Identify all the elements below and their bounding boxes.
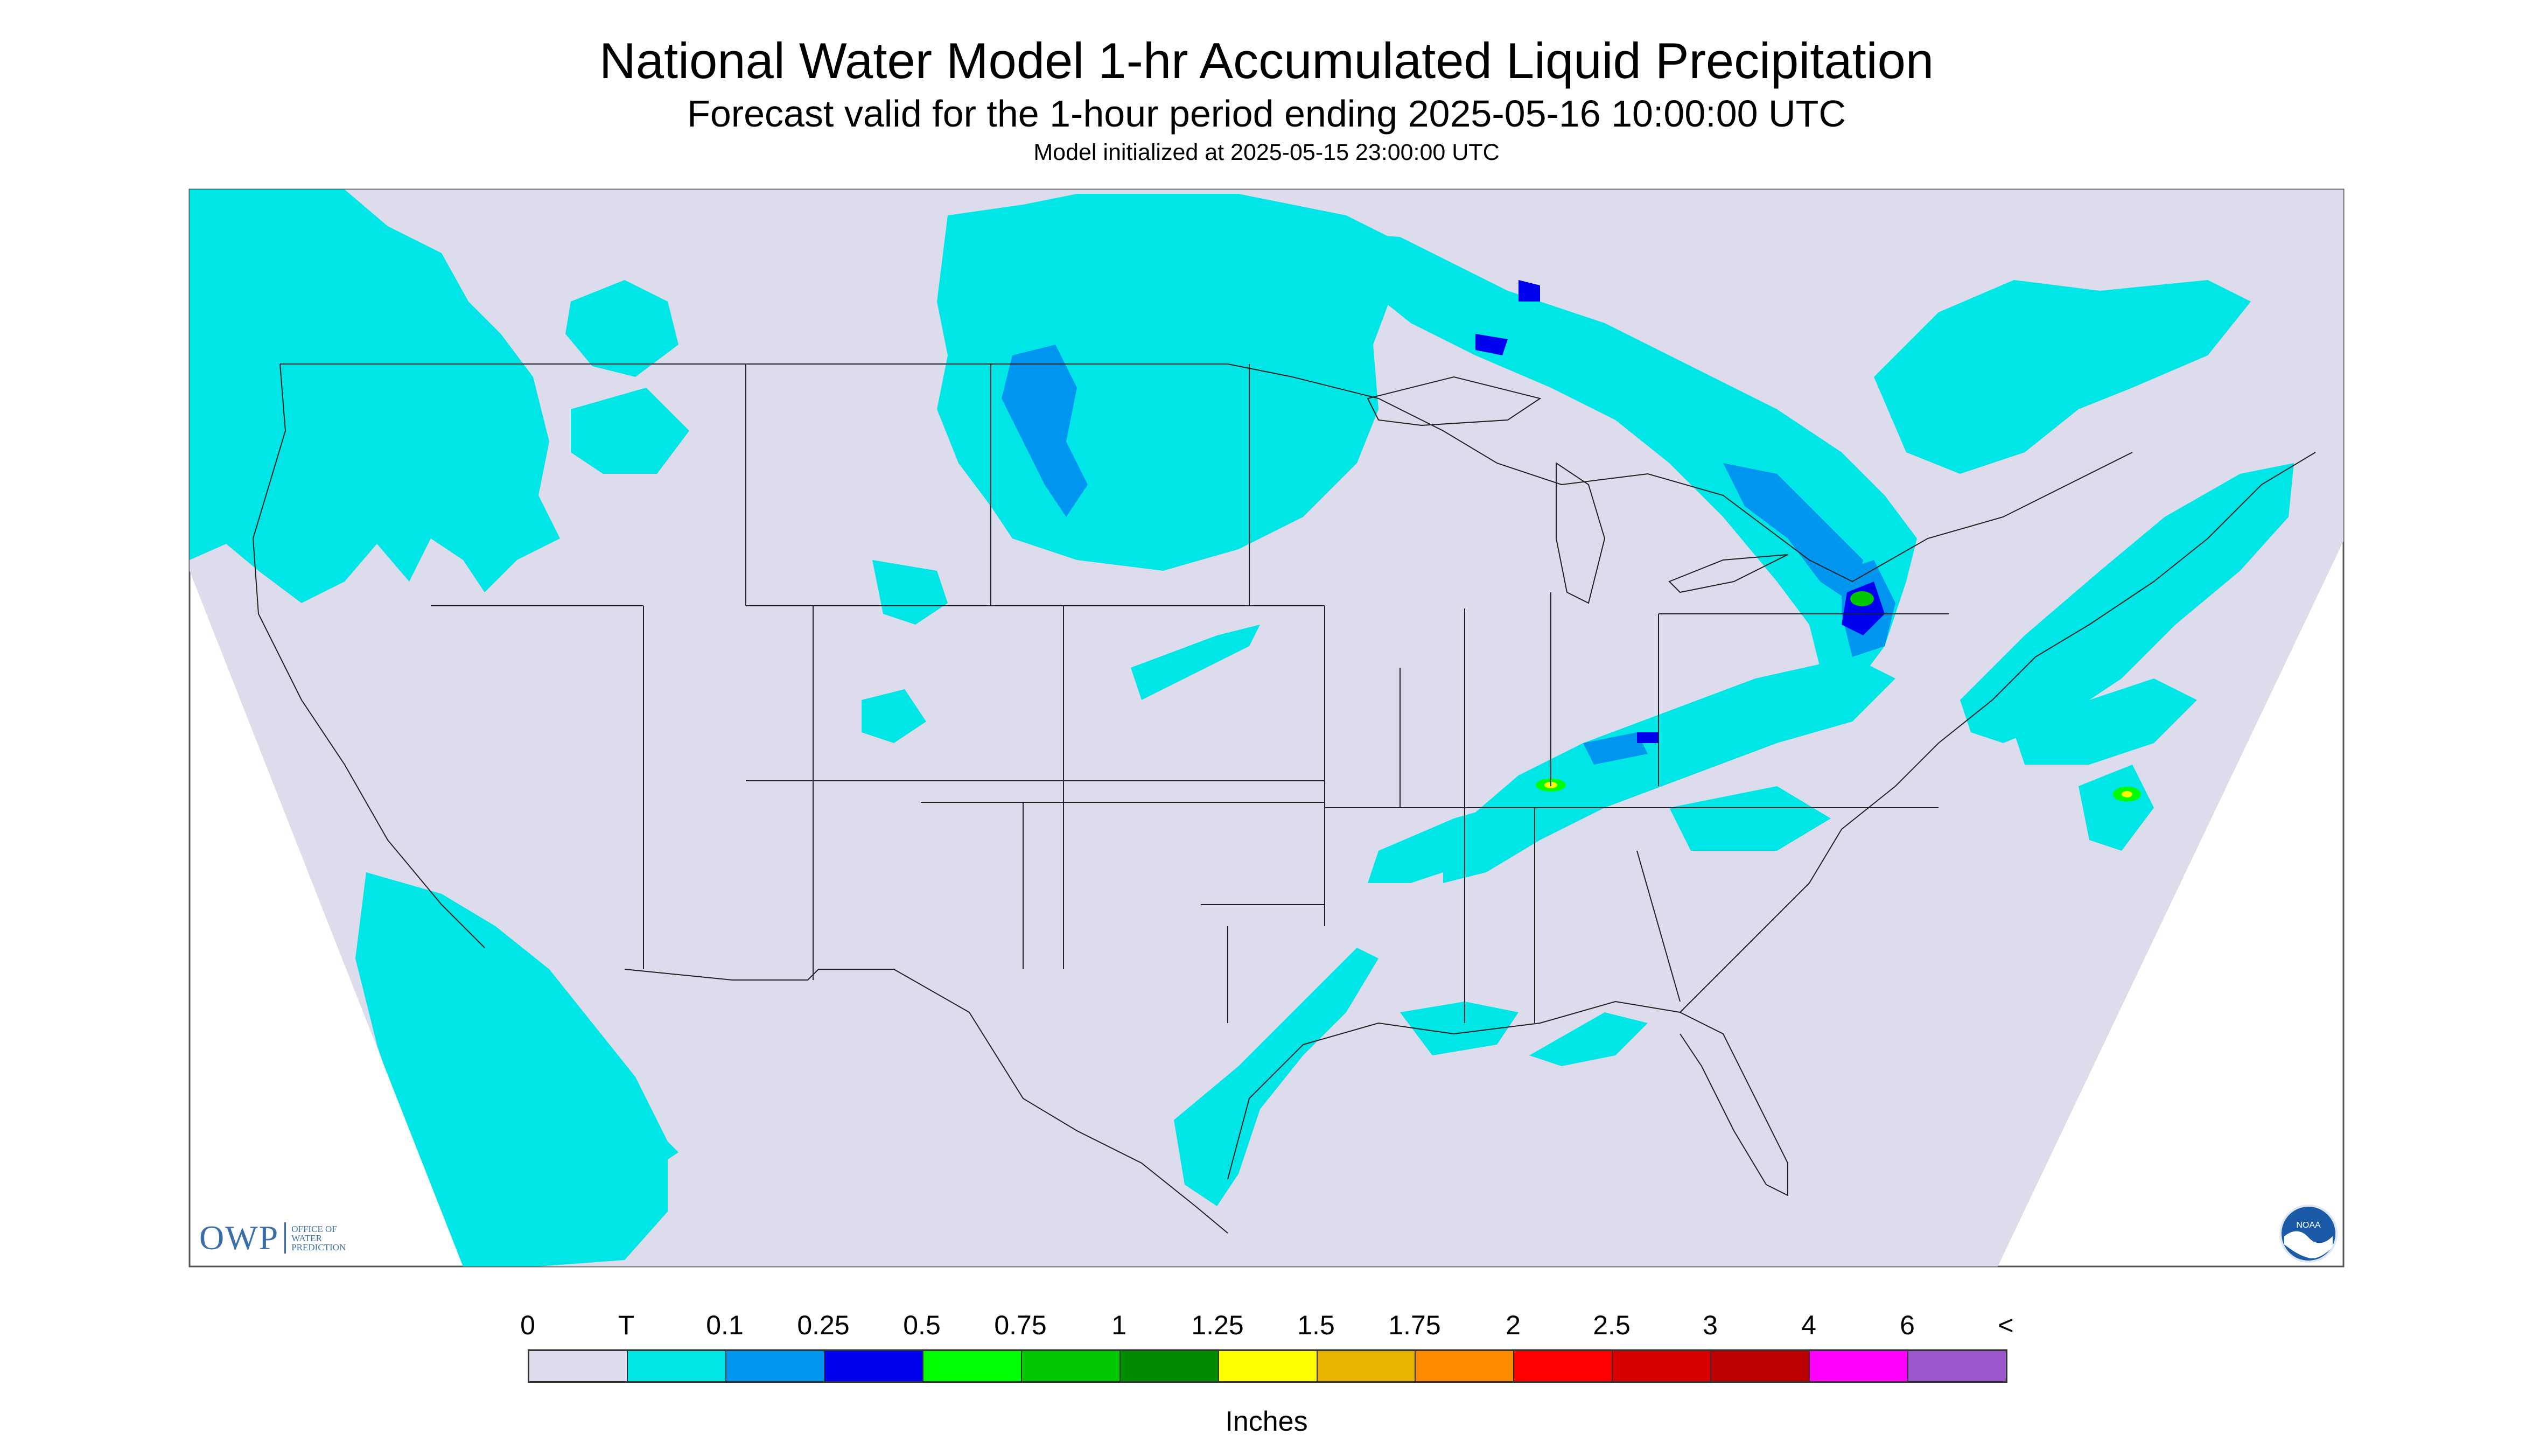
owp-logo: OWP Office of Water Prediction <box>199 1218 346 1258</box>
legend-label: 0.25 <box>797 1310 850 1340</box>
legend-label: 0.1 <box>706 1310 744 1340</box>
legend-swatch <box>1711 1351 1810 1381</box>
legend-label: 0.75 <box>994 1310 1047 1340</box>
state-line-18 <box>1636 850 1681 1002</box>
precip-area-tennessee <box>1368 797 1540 883</box>
legend-label: 0 <box>520 1310 535 1340</box>
precip-cell-offshore-core <box>2122 791 2132 797</box>
map-subtitle: Forecast valid for the 1-hour period end… <box>687 93 1846 135</box>
legend-swatch <box>529 1351 628 1381</box>
legend-swatch <box>1810 1351 1909 1381</box>
precip-area-montana <box>565 280 678 377</box>
noaa-logo: NOAA <box>2279 1205 2338 1263</box>
legend-label: 1.75 <box>1388 1310 1441 1340</box>
precip-area-ohio-valley <box>1443 657 1895 883</box>
boundaries <box>252 363 2316 1234</box>
owp-logo-mark: OWP <box>199 1219 279 1257</box>
legend-swatch <box>1021 1351 1121 1381</box>
owp-text-line: Water <box>291 1233 322 1243</box>
legend-swatch <box>627 1351 726 1381</box>
precip-area-quebec <box>1874 280 2251 474</box>
precip-cell-pa <box>1850 591 1874 606</box>
precip-area-sonora <box>592 1098 678 1174</box>
precip-area-colorado <box>862 689 926 743</box>
east-coast <box>1680 452 2316 1013</box>
legend-swatch <box>726 1351 825 1381</box>
precip-area-wyoming <box>872 560 948 625</box>
precip-area-baja <box>355 872 668 1266</box>
owp-text-line: Prediction <box>291 1242 346 1252</box>
precip-area-bc-coast <box>190 205 302 377</box>
lake-superior <box>1367 376 1542 426</box>
legend-swatch <box>1613 1351 1712 1381</box>
legend-swatch <box>1908 1351 2006 1381</box>
owp-logo-text: Office of Water Prediction <box>291 1224 346 1252</box>
legend-label: 6 <box>1900 1310 1915 1340</box>
precip-heavy-ontario <box>1475 334 1508 355</box>
legend-label: 2.5 <box>1593 1310 1631 1340</box>
gulf-coast <box>1227 1000 1681 1180</box>
lake-michigan <box>1556 462 1606 604</box>
us-canada-border <box>280 363 2133 583</box>
legend-swatch <box>824 1351 923 1381</box>
legend-swatch <box>923 1351 1022 1381</box>
florida <box>1680 1012 1788 1196</box>
precip-heavy-quebec <box>1519 280 1540 302</box>
legend-label: 1 <box>1111 1310 1126 1340</box>
precip-medium-ohio <box>1583 732 1648 765</box>
legend-swatch <box>1120 1351 1219 1381</box>
legend-swatch <box>1317 1351 1416 1381</box>
precip-area-southeast-band <box>1669 786 1831 851</box>
legend-label: 2 <box>1506 1310 1521 1340</box>
map-title: National Water Model 1-hr Accumulated Li… <box>599 32 1934 89</box>
precip-medium-ontario <box>1723 463 1863 603</box>
precip-area-idaho <box>571 388 689 474</box>
legend-label: 1.5 <box>1297 1310 1335 1340</box>
precip-medium-dakotas <box>1002 345 1088 517</box>
precip-area-gulf-coast <box>1174 948 1379 1206</box>
precip-area-northeast <box>1960 463 2294 743</box>
precip-area-florida-panhandle <box>1529 1012 1648 1066</box>
precip-area-louisiana <box>1400 1002 1519 1055</box>
precip-area-nebraska <box>1131 625 1260 700</box>
noaa-logo-text: NOAA <box>2296 1221 2321 1230</box>
legend-labels: 0 T 0.1 0.25 0.5 0.75 1 1.25 1.5 1.75 2 … <box>0 1312 2533 1344</box>
owp-text-line: Office of <box>291 1223 337 1234</box>
legend-color-bar <box>528 1349 2007 1383</box>
legend-label: 1.25 <box>1191 1310 1244 1340</box>
precipitation-layer <box>190 190 2294 1266</box>
precip-heavy-ohio <box>1637 732 1659 743</box>
precip-area-atlantic <box>2014 678 2197 765</box>
legend-label: 0.5 <box>903 1310 941 1340</box>
us-mexico-border <box>624 969 1228 1234</box>
owp-logo-divider <box>284 1222 286 1254</box>
legend-label: 3 <box>1703 1310 1718 1340</box>
lake-erie <box>1668 554 1788 593</box>
legend-label: < <box>1998 1310 2014 1340</box>
legend-label: T <box>618 1310 635 1340</box>
precip-area-mid-atlantic <box>2079 765 2154 851</box>
legend-swatch <box>1514 1351 1613 1381</box>
legend-label: 4 <box>1801 1310 1816 1340</box>
legend-units: Inches <box>1225 1406 1308 1437</box>
legend-swatch <box>1219 1351 1318 1381</box>
model-init-text: Model initialized at 2025-05-15 23:00:00… <box>1033 139 1500 165</box>
legend-swatch <box>1416 1351 1515 1381</box>
west-coast <box>252 363 485 948</box>
